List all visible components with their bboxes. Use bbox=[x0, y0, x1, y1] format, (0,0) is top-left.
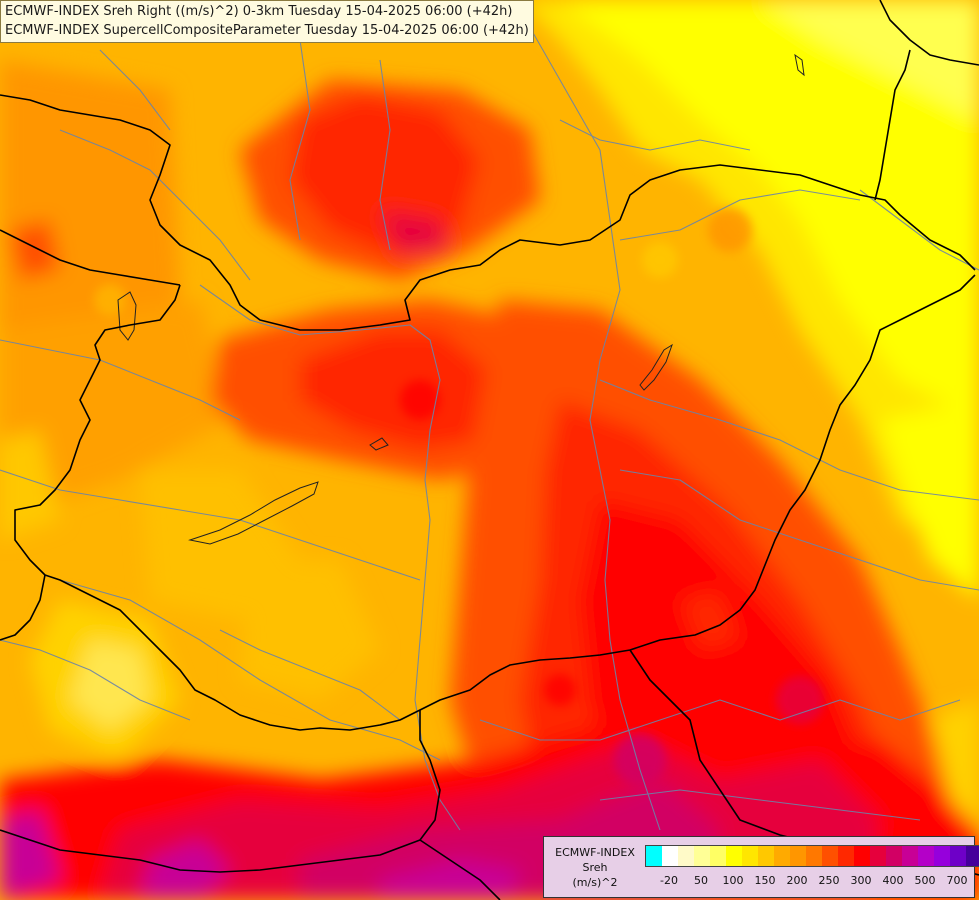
legend-swatch bbox=[950, 846, 966, 866]
legend-ticks: -20 50 100 150 200 250 300 400 500 700 bbox=[645, 874, 967, 890]
map-title-line-2: ECMWF-INDEX SupercellCompositeParameter … bbox=[5, 23, 529, 38]
lake-balaton bbox=[188, 481, 319, 545]
legend-swatch bbox=[646, 846, 662, 866]
legend-tick-label: 150 bbox=[754, 874, 776, 887]
legend-tick-label: 200 bbox=[786, 874, 808, 887]
rivers bbox=[0, 9, 979, 831]
border-sw bbox=[0, 710, 441, 873]
legend-label: ECMWF-INDEX Sreh (m/s)^2 bbox=[548, 845, 642, 890]
border-north bbox=[0, 94, 976, 331]
lake-small-3 bbox=[794, 53, 805, 77]
legend-swatch bbox=[902, 846, 918, 866]
border-ne bbox=[874, 49, 911, 201]
legend-swatch bbox=[694, 846, 710, 866]
border-north-top bbox=[879, 0, 979, 66]
legend-source: ECMWF-INDEX bbox=[555, 846, 635, 859]
color-legend: ECMWF-INDEX Sreh (m/s)^2 -20 50 100 150 200 2… bbox=[543, 836, 979, 898]
legend-swatch bbox=[870, 846, 886, 866]
legend-tick-label: 700 bbox=[946, 874, 968, 887]
legend-tick-label: 300 bbox=[850, 874, 872, 887]
legend-swatch bbox=[918, 846, 934, 866]
legend-variable: Sreh bbox=[582, 861, 608, 874]
legend-swatch bbox=[710, 846, 726, 866]
border-west bbox=[14, 284, 181, 576]
legend-swatch bbox=[966, 846, 979, 866]
border-south bbox=[44, 574, 631, 731]
legend-unit: (m/s)^2 bbox=[572, 876, 618, 889]
legend-tick-label: 500 bbox=[914, 874, 936, 887]
legend-swatch bbox=[886, 846, 902, 866]
field-details bbox=[94, 208, 824, 786]
legend-swatch bbox=[742, 846, 758, 866]
legend-swatch bbox=[726, 846, 742, 866]
lake-small-1 bbox=[369, 437, 389, 451]
legend-tick-label: 400 bbox=[882, 874, 904, 887]
legend-swatch bbox=[854, 846, 870, 866]
legend-tick-label: 250 bbox=[818, 874, 840, 887]
border-nw bbox=[0, 229, 181, 286]
legend-swatch bbox=[758, 846, 774, 866]
border-south-bottom bbox=[419, 839, 501, 900]
legend-swatch bbox=[678, 846, 694, 866]
legend-swatch bbox=[822, 846, 838, 866]
legend-swatch bbox=[806, 846, 822, 866]
legend-tick-label: 100 bbox=[722, 874, 744, 887]
map-title-box: ECMWF-INDEX Sreh Right ((m/s)^2) 0-3km T… bbox=[0, 0, 534, 43]
border-east bbox=[629, 274, 976, 651]
legend-swatch bbox=[774, 846, 790, 866]
legend-swatch bbox=[934, 846, 950, 866]
legend-tick-label: 50 bbox=[694, 874, 708, 887]
legend-tick-label: -20 bbox=[660, 874, 678, 887]
legend-swatches bbox=[645, 845, 979, 867]
border-sw2 bbox=[0, 574, 46, 641]
lake-neusiedl bbox=[117, 291, 137, 341]
legend-swatch bbox=[790, 846, 806, 866]
lakes bbox=[117, 53, 805, 545]
lake-small-2 bbox=[639, 343, 673, 391]
legend-swatch bbox=[662, 846, 678, 866]
map-title-line-1: ECMWF-INDEX Sreh Right ((m/s)^2) 0-3km T… bbox=[5, 4, 513, 19]
legend-swatch bbox=[838, 846, 854, 866]
